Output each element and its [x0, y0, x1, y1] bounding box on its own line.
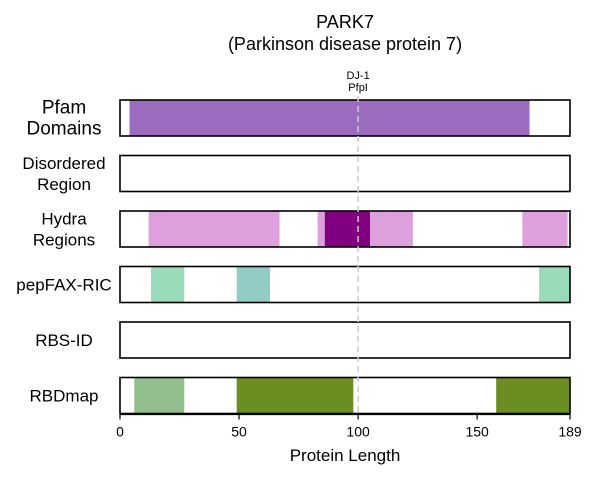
- track-label: RBDmap: [30, 387, 99, 406]
- track-box: [119, 210, 571, 248]
- track-segment: [129, 100, 530, 136]
- track-label: pepFAX-RIC: [16, 276, 111, 295]
- track-row: pepFAX-RIC: [16, 265, 571, 304]
- track-box: [119, 99, 571, 137]
- track-segment: [370, 211, 413, 247]
- track-label: Regions: [33, 231, 95, 250]
- track-box: [119, 321, 571, 359]
- x-tick-label: 189: [558, 424, 582, 440]
- x-tick-label: 150: [465, 424, 489, 440]
- track-row: Hydra Regions: [33, 210, 571, 250]
- track-row: RBS-ID: [35, 321, 571, 359]
- track-segment: [522, 211, 568, 247]
- track-label: Hydra: [41, 210, 87, 229]
- domain-annotation: DJ-1: [346, 70, 369, 82]
- track-label: Domains: [27, 119, 102, 140]
- track-segment: [324, 211, 370, 247]
- x-tick-label: 100: [346, 424, 370, 440]
- track-segment: [496, 377, 570, 414]
- track-segment: [317, 211, 325, 247]
- track-row: Disordered Region: [22, 154, 571, 194]
- track-segment: [148, 211, 280, 247]
- x-axis-label: Protein Length: [290, 446, 401, 465]
- track-box: [119, 265, 571, 304]
- chart-title: PARK7: [316, 12, 374, 32]
- track-segment: [134, 377, 185, 414]
- track-box: [119, 376, 571, 415]
- track-label: Region: [37, 175, 91, 194]
- x-tick-label: 50: [231, 424, 247, 440]
- track-label: Disordered: [22, 154, 105, 173]
- track-label: Pfam: [42, 98, 86, 119]
- track-segment: [236, 377, 354, 414]
- x-axis: 0 50 100 150 189: [116, 413, 582, 440]
- track-box: [119, 154, 571, 193]
- chart-subtitle: (Parkinson disease protein 7): [228, 34, 462, 54]
- track-row: RBDmap: [30, 376, 571, 415]
- track-label: RBS-ID: [35, 331, 93, 350]
- track-segment: [539, 266, 570, 303]
- track-segment: [236, 266, 270, 303]
- x-tick-label: 0: [116, 424, 124, 440]
- track-segment: [150, 266, 185, 303]
- domain-annotation: PfpI: [348, 82, 368, 94]
